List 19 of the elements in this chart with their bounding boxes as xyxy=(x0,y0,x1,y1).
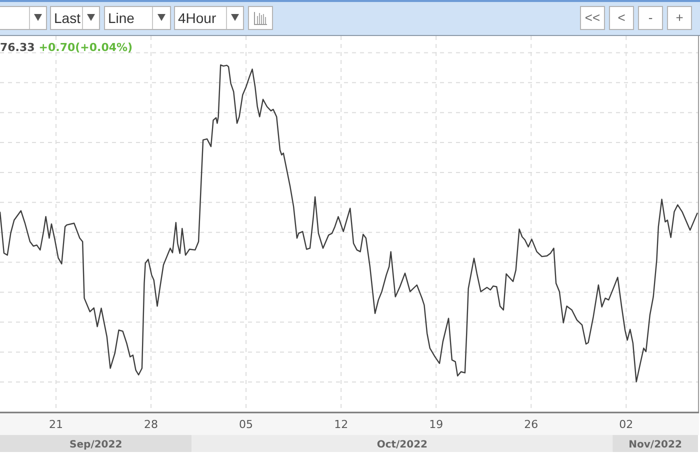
x-tick-label: 21 xyxy=(49,418,63,431)
x-tick-label: 28 xyxy=(144,418,158,431)
text: - xyxy=(648,10,653,25)
text: 76.33 xyxy=(0,41,35,54)
text: < xyxy=(618,10,626,25)
text: Sep/2022 xyxy=(70,440,122,450)
text: + xyxy=(676,10,684,25)
text: Line xyxy=(108,10,135,26)
x-tick-label: 05 xyxy=(239,418,254,431)
text: << xyxy=(584,10,600,25)
text: Oct/2022 xyxy=(376,440,428,450)
x-tick-label: 02 xyxy=(619,418,634,431)
x-tick-label: 12 xyxy=(334,418,348,431)
x-tick-label: 19 xyxy=(429,418,444,431)
x-tick-label: 26 xyxy=(524,418,538,431)
text: +0.70(+0.04%) xyxy=(38,41,133,54)
text: Last xyxy=(54,10,81,26)
text: Nov/2022 xyxy=(628,440,682,450)
text: 4Hour xyxy=(178,10,216,26)
